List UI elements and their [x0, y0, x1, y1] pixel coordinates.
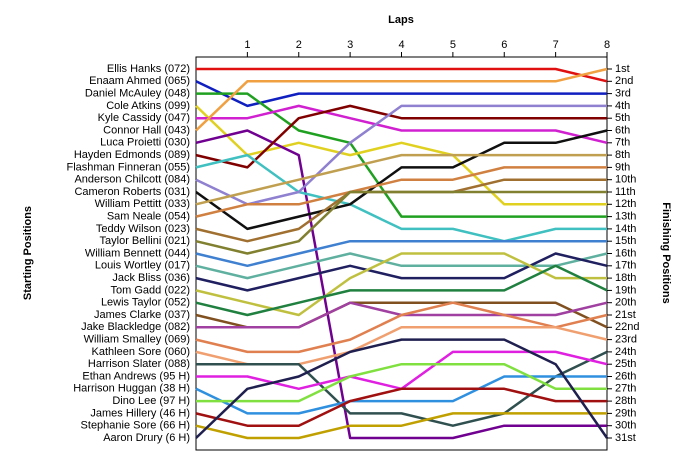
- y2-tick-label: 7th: [615, 137, 630, 149]
- chart-title: Laps: [388, 14, 414, 26]
- y2-tick-label: 11th: [615, 186, 636, 198]
- series-line: [196, 350, 608, 427]
- legend-label: William Smalley (069): [84, 334, 190, 346]
- series-line: [195, 252, 608, 292]
- series-line: [195, 252, 608, 280]
- legend-label: Stephanie Sore (66 H): [81, 420, 190, 432]
- x-tick-label: 7: [553, 39, 559, 51]
- series-line: [195, 264, 608, 317]
- y2-tick-label: 16th: [615, 247, 636, 259]
- y2-tick-label: 5th: [615, 112, 630, 124]
- legend-label: James Clarke (037): [94, 309, 190, 321]
- series-line: [195, 104, 607, 206]
- legend-label: Sam Neale (054): [107, 211, 190, 223]
- legend-label: Dino Lee (97 H): [112, 395, 190, 407]
- series-line: [196, 92, 607, 218]
- series-line: [195, 80, 607, 108]
- y2-tick-label: 9th: [615, 161, 630, 173]
- series-line: [195, 301, 608, 354]
- legend-label: Teddy Wilson (023): [96, 223, 190, 235]
- series-line: [195, 190, 607, 255]
- series-line: [195, 387, 607, 427]
- series-line: [195, 129, 607, 440]
- x-tick-label: 5: [450, 39, 456, 51]
- legend-label: Harrison Huggan (38 H): [73, 383, 190, 395]
- legend-label: Ellis Hanks (072): [107, 63, 190, 75]
- y2-tick-label: 6th: [615, 124, 630, 136]
- y2-tick-label: 27th: [615, 383, 636, 395]
- y2-tick-label: 1st: [615, 63, 630, 75]
- x-tick-label: 6: [501, 39, 507, 51]
- legend-label: William Bennett (044): [85, 247, 190, 259]
- y2-tick-label: 30th: [615, 420, 636, 432]
- series-line: [195, 153, 607, 243]
- y2-tick-label: 3rd: [615, 88, 631, 100]
- legend-label: Connor Hall (043): [103, 124, 190, 136]
- legend-label: Taylor Bellini (021): [100, 235, 190, 247]
- x-tick-label: 2: [296, 39, 302, 51]
- y2-tick-label: 20th: [615, 297, 636, 309]
- y2-tick-label: 26th: [615, 370, 636, 382]
- y2-tick-label: 4th: [615, 100, 630, 112]
- y2-tick-label: 29th: [615, 407, 636, 419]
- legend-label: Jake Blackledge (082): [81, 321, 190, 333]
- legend-label: Harrison Slater (088): [88, 358, 190, 370]
- x-tick-label: 8: [604, 39, 610, 51]
- y2-tick-label: 8th: [615, 149, 630, 161]
- legend-label: Enaam Ahmed (065): [89, 75, 190, 87]
- y2-tick-label: 24th: [615, 346, 636, 358]
- series-line: [196, 362, 607, 403]
- y2-tick-label: 19th: [615, 284, 636, 296]
- legend-label: Luca Proietti (030): [100, 137, 190, 149]
- series-line: [195, 153, 607, 206]
- legend-label: James Hillery (46 H): [90, 407, 190, 419]
- y2-tick-label: 21st: [615, 309, 636, 321]
- legend-label: Louis Wortley (017): [95, 260, 190, 272]
- y-axis-label: Starting Positions: [22, 206, 34, 300]
- series-line: [196, 104, 608, 145]
- y2-tick-label: 22nd: [615, 321, 639, 333]
- legend-label: Jack Bliss (036): [112, 272, 190, 284]
- legend-label: Hayden Edmonds (089): [74, 149, 190, 161]
- y2-tick-label: 12th: [615, 198, 636, 210]
- y2-tick-label: 31st: [615, 432, 636, 444]
- series-line: [196, 67, 608, 83]
- y2-tick-label: 15th: [615, 235, 636, 247]
- legend-label: William Pettitt (033): [95, 198, 190, 210]
- y2-tick-label: 18th: [615, 272, 636, 284]
- legend-label: Lewis Taylor (052): [101, 297, 190, 309]
- y2-tick-label: 17th: [615, 260, 636, 272]
- legend-label: Aaron Drury (6 H): [103, 432, 190, 444]
- series-line: [195, 375, 607, 415]
- legend-label: Cameron Roberts (031): [74, 186, 190, 198]
- legend-label: Ethan Andrews (95 H): [82, 370, 190, 382]
- y2-tick-label: 23rd: [615, 334, 637, 346]
- x-tick-label: 1: [244, 39, 250, 51]
- legend-label: Anderson Chilcott (084): [74, 174, 190, 186]
- series-line: [195, 129, 608, 231]
- y2-tick-label: 14th: [615, 223, 636, 235]
- legend-label: Daniel McAuley (048): [85, 88, 190, 100]
- y2-tick-label: 13th: [615, 211, 636, 223]
- series-line: [195, 412, 607, 440]
- y2-tick-label: 25th: [615, 358, 636, 370]
- y2-tick-label: 10th: [615, 174, 636, 186]
- y2-axis-label: Finishing Positions: [660, 202, 672, 303]
- legend-label: Tom Gadd (022): [111, 284, 190, 296]
- x-tick-label: 3: [347, 39, 353, 51]
- series-line: [195, 104, 607, 169]
- series-line: [195, 338, 609, 439]
- legend-label: Kathleen Sore (060): [92, 346, 190, 358]
- x-tick-label: 4: [398, 39, 404, 51]
- y2-tick-label: 28th: [615, 395, 636, 407]
- series-line: [195, 166, 607, 218]
- series-line: [195, 67, 608, 132]
- legend-label: Kyle Cassidy (047): [98, 112, 190, 124]
- y2-tick-label: 2nd: [615, 75, 633, 87]
- legend-label: Flashman Finneran (055): [66, 161, 190, 173]
- series-line: [195, 252, 607, 317]
- series-line: [195, 239, 607, 268]
- legend-label: Cole Atkins (099): [106, 100, 190, 112]
